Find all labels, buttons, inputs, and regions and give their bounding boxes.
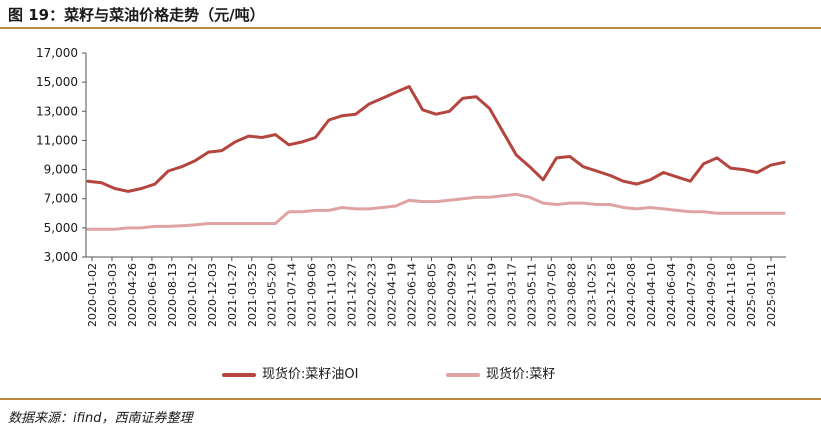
x-tick-label: 2024-06-04 xyxy=(665,263,678,327)
x-tick-label: 2022-08-05 xyxy=(426,263,439,327)
x-tick-label: 2024-04-10 xyxy=(645,263,658,327)
x-tick-label: 2023-03-17 xyxy=(505,263,518,327)
x-tick-label: 2020-08-13 xyxy=(166,263,179,327)
x-tick-label: 2023-01-19 xyxy=(485,263,498,327)
x-tick-label: 2021-03-25 xyxy=(246,263,259,327)
data-source-note: 数据来源：ifind，西南证券整理 xyxy=(8,411,193,426)
x-tick-label: 2021-01-27 xyxy=(226,263,239,327)
x-tick-label: 2020-12-03 xyxy=(206,263,219,327)
x-tick-label: 2021-05-20 xyxy=(266,263,279,327)
x-tick-label: 2023-05-11 xyxy=(525,263,538,327)
legend-swatch-rapeseed xyxy=(446,372,480,377)
y-tick-label: 7,000 xyxy=(44,192,78,206)
x-tick-label: 2020-03-03 xyxy=(106,263,119,327)
legend-label-rapeseed-oil: 现货价:菜籽油OI xyxy=(262,367,359,382)
y-tick-label: 17,000 xyxy=(36,46,78,60)
x-tick-label: 2024-07-29 xyxy=(685,263,698,327)
x-tick-label: 2021-12-27 xyxy=(346,263,359,327)
x-tick-label: 2023-10-25 xyxy=(585,263,598,327)
y-tick-label: 9,000 xyxy=(44,163,78,177)
x-tick-label: 2025-03-11 xyxy=(765,263,778,327)
x-tick-label: 2021-07-14 xyxy=(286,263,299,327)
y-tick-label: 3,000 xyxy=(44,250,78,264)
x-tick-label: 2022-02-23 xyxy=(366,263,379,327)
y-axis-ticks: 3,000 5,000 7,000 9,000 11,000 13,000 15,000 17… xyxy=(36,46,86,264)
x-tick-label: 2022-11-25 xyxy=(465,263,478,327)
legend-item-rapeseed-oil: 现货价:菜籽油OI xyxy=(222,366,358,384)
legend-swatch-rapeseed-oil xyxy=(222,372,256,377)
x-tick-label: 2023-07-05 xyxy=(545,263,558,327)
x-tick-label: 2024-02-08 xyxy=(625,263,638,327)
legend-item-rapeseed: 现货价:菜籽 xyxy=(446,366,555,384)
x-tick-label: 2020-01-02 xyxy=(86,263,99,327)
y-tick-label: 5,000 xyxy=(44,221,78,235)
chart-series xyxy=(86,85,786,231)
x-tick-label: 2022-06-14 xyxy=(406,263,419,327)
chart-axes xyxy=(85,53,786,258)
series-line-rapeseed xyxy=(86,192,786,231)
x-tick-label: 2020-10-12 xyxy=(186,263,199,327)
series-line-rapeseed-oil xyxy=(86,85,786,193)
x-tick-label: 2020-06-19 xyxy=(146,263,159,327)
legend-label-rapeseed: 现货价:菜籽 xyxy=(486,367,556,382)
x-tick-label: 2020-04-26 xyxy=(126,263,139,327)
y-tick-label: 11,000 xyxy=(36,133,78,147)
chart-title: 图 19：菜籽与菜油价格走势（元/吨） xyxy=(8,6,265,24)
x-tick-label: 2022-09-29 xyxy=(445,263,458,327)
x-tick-label: 2021-09-06 xyxy=(306,263,319,327)
x-tick-label: 2023-08-28 xyxy=(565,263,578,327)
x-tick-label: 2024-11-18 xyxy=(725,263,738,327)
y-tick-label: 13,000 xyxy=(36,104,78,118)
x-tick-label: 2024-09-20 xyxy=(705,263,718,327)
bottom-divider xyxy=(0,398,821,400)
x-tick-label: 2025-01-10 xyxy=(745,263,758,327)
x-axis-ticks: 2020-01-02 2020-03-03 2020-04-26 2020-06-19… xyxy=(86,257,778,327)
x-tick-label: 2021-11-03 xyxy=(326,263,339,327)
y-tick-label: 15,000 xyxy=(36,75,78,89)
x-tick-label: 2022-04-19 xyxy=(386,263,399,327)
x-tick-label: 2023-12-18 xyxy=(605,263,618,327)
top-divider xyxy=(0,27,821,29)
